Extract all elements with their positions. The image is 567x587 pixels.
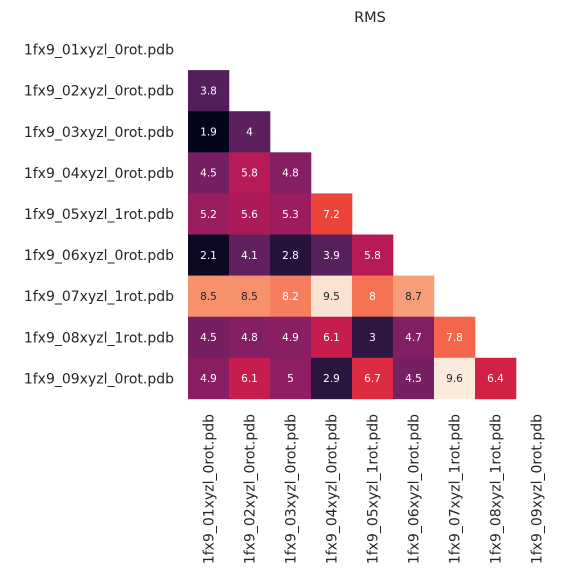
heatmap-cell	[229, 357, 271, 400]
cell-value-label: 6.1	[323, 332, 340, 344]
cell-value-label: 4.5	[405, 373, 422, 385]
heatmap-cell	[188, 275, 230, 317]
cell-value-label: 3.9	[323, 250, 340, 262]
cell-value-label: 4.5	[200, 332, 217, 344]
cell-value-label: 6.7	[364, 373, 381, 385]
heatmap-cell	[475, 357, 517, 400]
heatmap-cell	[188, 152, 230, 194]
cell-value-label: 5.8	[241, 168, 258, 180]
cell-value-label: 3	[369, 332, 376, 344]
heatmap-cell	[188, 316, 230, 359]
heatmap-cell	[393, 275, 435, 317]
cell-value-label: 4.7	[405, 332, 422, 344]
cell-value-label: 4	[246, 127, 253, 139]
cell-value-label: 5.6	[241, 209, 258, 221]
cell-value-label: 6.4	[487, 373, 504, 385]
cell-value-label: 9.6	[446, 373, 463, 385]
y-tick-label: 1fx9_06xyzl_0rot.pdb	[24, 248, 174, 264]
heatmap-cell	[188, 234, 230, 276]
cell-value-label: 2.8	[282, 250, 299, 262]
cell-value-label: 6.1	[241, 373, 258, 385]
x-tick-labels: 1fx9_01xyzl_0rot.pdb 1fx9_02xyzl_0rot.pdb…	[202, 414, 546, 564]
x-tick-label: 1fx9_06xyzl_0rot.pdb	[407, 414, 423, 564]
heatmap-cell	[311, 275, 353, 317]
heatmap-cell	[352, 357, 394, 400]
heatmap-cell	[311, 193, 353, 235]
heatmap-cell	[393, 357, 435, 400]
cell-value-label: 8.2	[282, 291, 299, 303]
heatmap-cell	[188, 357, 230, 400]
y-tick-label: 1fx9_07xyzl_1rot.pdb	[24, 289, 174, 305]
cell-value-label: 9.5	[323, 291, 340, 303]
x-tick-label: 1fx9_09xyzl_0rot.pdb	[530, 414, 546, 564]
heatmap-cell	[434, 316, 476, 359]
y-tick-label: 1fx9_05xyzl_1rot.pdb	[24, 207, 174, 223]
heatmap-cell	[270, 275, 312, 317]
heatmap-cell	[229, 193, 271, 235]
chart-title: RMS	[354, 10, 386, 26]
cell-value-label: 4.8	[282, 168, 299, 180]
x-tick-label: 1fx9_02xyzl_0rot.pdb	[243, 414, 259, 564]
x-tick-label: 1fx9_04xyzl_0rot.pdb	[325, 414, 341, 564]
cell-value-label: 8.5	[200, 291, 217, 303]
cell-value-label: 7.2	[323, 209, 340, 221]
cell-value-label: 4.8	[241, 332, 258, 344]
heatmap-cell	[352, 316, 394, 359]
heatmap-cell	[270, 193, 312, 235]
heatmap-cell	[229, 234, 271, 276]
heatmap-cell	[311, 234, 353, 276]
heatmap-cell	[229, 111, 271, 153]
heatmap-cell	[188, 70, 230, 112]
heatmap-cell	[188, 193, 230, 235]
y-tick-labels: 1fx9_01xyzl_0rot.pdb 1fx9_02xyzl_0rot.pdb…	[24, 43, 174, 388]
cell-value-label: 8	[369, 291, 376, 303]
x-tick-label: 1fx9_05xyzl_1rot.pdb	[366, 414, 382, 564]
heatmap-cell	[229, 152, 271, 194]
y-tick-label: 1fx9_01xyzl_0rot.pdb	[24, 43, 174, 59]
heatmap-cell	[434, 357, 476, 400]
heatmap-cell	[352, 234, 394, 276]
cell-value-label: 4.9	[282, 332, 299, 344]
y-tick-label: 1fx9_02xyzl_0rot.pdb	[24, 84, 174, 100]
y-tick-label: 1fx9_09xyzl_0rot.pdb	[24, 371, 174, 387]
heatmap-cell	[270, 152, 312, 194]
heatmap-cells: 3.8 1.9 4 4.5 5.8 4.8 5.2 5.6 5.3 7.2 2.1 4.1 2.8 3.9…	[188, 70, 517, 400]
cell-value-label: 8.7	[405, 291, 422, 303]
heatmap-cell	[393, 316, 435, 359]
cell-value-label: 3.8	[200, 85, 217, 97]
cell-value-label: 5	[287, 373, 294, 385]
heatmap-cell	[229, 316, 271, 359]
cell-value-label: 7.8	[446, 332, 463, 344]
heatmap-cell	[352, 275, 394, 317]
y-tick-label: 1fx9_08xyzl_1rot.pdb	[24, 330, 174, 346]
y-tick-label: 1fx9_04xyzl_0rot.pdb	[24, 166, 174, 182]
cell-value-label: 4.5	[200, 168, 217, 180]
x-tick-label: 1fx9_03xyzl_0rot.pdb	[284, 414, 300, 564]
heatmap-cell	[270, 357, 312, 400]
x-tick-label: 1fx9_07xyzl_1rot.pdb	[448, 414, 464, 564]
heatmap-cell	[229, 275, 271, 317]
y-tick-label: 1fx9_03xyzl_0rot.pdb	[24, 125, 174, 141]
x-tick-label: 1fx9_01xyzl_0rot.pdb	[202, 414, 218, 564]
cell-value-label: 5.2	[200, 209, 217, 221]
cell-value-label: 4.1	[241, 250, 258, 262]
heatmap-cell	[188, 111, 230, 153]
heatmap-cell	[270, 316, 312, 359]
x-tick-label: 1fx9_08xyzl_1rot.pdb	[489, 414, 505, 564]
heatmap-cell	[270, 234, 312, 276]
heatmap-cell	[311, 357, 353, 400]
cell-value-label: 2.1	[200, 250, 217, 262]
cell-value-label: 8.5	[241, 291, 258, 303]
cell-value-label: 5.3	[282, 209, 299, 221]
cell-value-label: 5.8	[364, 250, 381, 262]
cell-value-label: 1.9	[200, 127, 217, 139]
cell-value-label: 4.9	[200, 373, 217, 385]
cell-value-label: 2.9	[323, 373, 340, 385]
heatmap-cell	[311, 316, 353, 359]
